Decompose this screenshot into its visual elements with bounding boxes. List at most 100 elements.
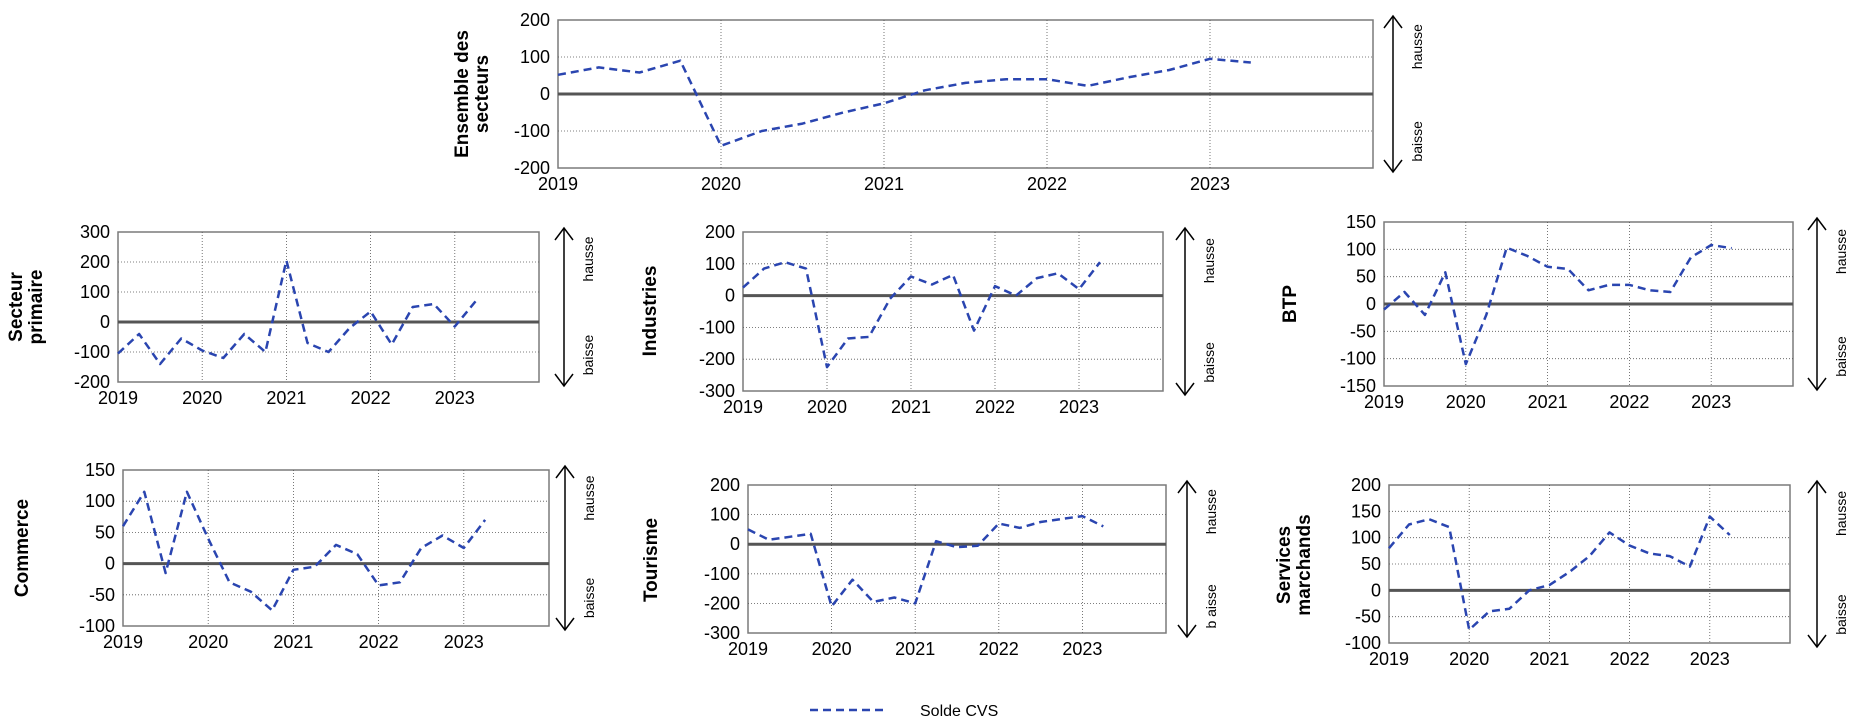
y-tick-label: 100	[705, 254, 735, 274]
chart-panel: -200 -100 0 100 200 2019 2020 2021 2022 2023 Ensem…	[452, 10, 1425, 194]
x-tick-label: 2020	[807, 397, 847, 417]
arrow-label-up: hausse	[581, 475, 597, 520]
arrow-label-up: hausse	[1201, 238, 1217, 283]
x-tick-label: 2019	[1364, 392, 1404, 412]
y-tick-label: -100	[1345, 633, 1381, 653]
y-tick-label: 50	[1361, 554, 1381, 574]
legend-label: Solde CVS	[920, 703, 998, 717]
arrow-head-up	[555, 464, 575, 479]
x-tick-label: 2023	[1059, 397, 1099, 417]
y-tick-label: 100	[80, 282, 110, 302]
y-axis-label-line: Industries	[640, 266, 661, 357]
arrow-head-up	[1807, 216, 1827, 231]
y-tick-label: 50	[1356, 267, 1376, 287]
y-tick-label: -200	[704, 593, 740, 613]
x-tick-label: 2020	[701, 174, 741, 194]
y-tick-label: -50	[1350, 321, 1376, 341]
y-tick-label: 0	[105, 554, 115, 574]
plot-frame	[117, 231, 540, 383]
y-axis-label-line: marchands	[1294, 514, 1315, 615]
x-tick-label: 2019	[728, 639, 768, 659]
y-tick-label: 0	[100, 312, 110, 332]
x-tick-label: 2022	[1027, 174, 1067, 194]
y-axis-label: Secteurprimaire	[6, 270, 47, 345]
arrow-label-down: baisse	[1201, 342, 1217, 383]
y-tick-label: 200	[1351, 475, 1381, 495]
y-tick-label: 0	[730, 534, 740, 554]
y-tick-label: -100	[699, 317, 735, 337]
x-tick-label: 2022	[975, 397, 1015, 417]
arrow-label-down: baisse	[581, 577, 597, 618]
x-tick-label: 2020	[182, 388, 222, 408]
chart-panel: -100 -50 0 50 100 150 2019 2020 2021 2022 2023 Comm…	[12, 460, 597, 652]
y-tick-label: 300	[80, 222, 110, 242]
plot-frame	[122, 469, 550, 627]
y-axis-label-line: BTP	[1280, 285, 1301, 323]
y-tick-label: 200	[710, 475, 740, 495]
y-tick-label: 150	[1346, 212, 1376, 232]
y-tick-label: -300	[704, 623, 740, 643]
y-axis-label-line: Commerce	[12, 499, 33, 597]
arrow-label-down: baisse	[1833, 336, 1849, 377]
arrow-head-up	[554, 226, 574, 241]
plot-frame	[742, 231, 1164, 392]
y-tick-label: 100	[710, 505, 740, 525]
y-tick-label: 100	[1351, 528, 1381, 548]
chart-panel: -150 -100 -50 0 50 100 150 2019 2020 2021 2022 2023…	[1280, 212, 1849, 412]
x-tick-label: 2022	[979, 639, 1019, 659]
arrow-head-up	[1177, 479, 1197, 494]
x-tick-label: 2022	[1610, 649, 1650, 669]
y-tick-label: 100	[85, 491, 115, 511]
y-tick-label: -200	[699, 349, 735, 369]
y-tick-label: 200	[705, 222, 735, 242]
x-tick-label: 2021	[1528, 392, 1568, 412]
arrow-head-down	[1807, 634, 1827, 649]
x-tick-label: 2021	[895, 639, 935, 659]
x-tick-label: 2022	[359, 632, 399, 652]
x-tick-label: 2020	[812, 639, 852, 659]
series-line	[747, 514, 1104, 608]
legend: Solde CVS	[810, 703, 998, 717]
series-line	[742, 260, 1101, 369]
x-tick-label: 2023	[1691, 392, 1731, 412]
x-tick-label: 2021	[266, 388, 306, 408]
y-tick-label: -100	[1340, 349, 1376, 369]
y-axis-label-line: secteurs	[472, 55, 493, 133]
arrow-label-up: hausse	[1833, 229, 1849, 274]
x-tick-label: 2023	[1190, 174, 1230, 194]
chart-panel: -300 -200 -100 0 100 200 2019 2020 2021 2022 2023 T…	[641, 475, 1219, 659]
y-tick-label: -100	[79, 616, 115, 636]
arrow-head-down	[1383, 159, 1403, 174]
y-tick-label: -300	[699, 381, 735, 401]
chart-panel: -100 -50 0 50 100 150 200 2019 2020 2021 2022 2023 S…	[1274, 475, 1849, 669]
y-axis-label-line: Secteur	[6, 272, 27, 342]
x-tick-label: 2020	[1446, 392, 1486, 412]
x-tick-label: 2021	[1529, 649, 1569, 669]
arrow-label-up: hausse	[1203, 489, 1219, 534]
arrow-label-down: baisse	[580, 335, 596, 376]
y-axis-label-line: Services	[1274, 526, 1295, 604]
arrow-head-down	[555, 617, 575, 632]
arrow-label-down: baisse	[1833, 594, 1849, 635]
series-line	[117, 259, 477, 366]
y-axis-label: BTP	[1280, 285, 1301, 323]
y-tick-label: 50	[95, 522, 115, 542]
y-tick-label: -200	[514, 158, 550, 178]
x-tick-label: 2019	[103, 632, 143, 652]
arrow-label-down: b aisse	[1203, 584, 1219, 629]
x-tick-label: 2023	[435, 388, 475, 408]
y-tick-label: 0	[1366, 294, 1376, 314]
x-tick-label: 2022	[351, 388, 391, 408]
y-tick-label: 200	[80, 252, 110, 272]
arrow-label-up: hausse	[580, 236, 596, 281]
chart-panel: -300 -200 -100 0 100 200 2019 2020 2021 2022 2023 I…	[640, 222, 1217, 417]
chart-panels: -200 -100 0 100 200 2019 2020 2021 2022 2023 Ensem…	[6, 10, 1849, 669]
y-axis-label: Ensemble dessecteurs	[452, 30, 493, 158]
y-tick-label: 0	[725, 286, 735, 306]
x-tick-label: 2019	[538, 174, 578, 194]
x-tick-label: 2022	[1609, 392, 1649, 412]
x-tick-label: 2021	[864, 174, 904, 194]
arrow-label-down: baisse	[1409, 121, 1425, 162]
arrow-head-down	[554, 373, 574, 388]
arrow-head-up	[1383, 14, 1403, 29]
